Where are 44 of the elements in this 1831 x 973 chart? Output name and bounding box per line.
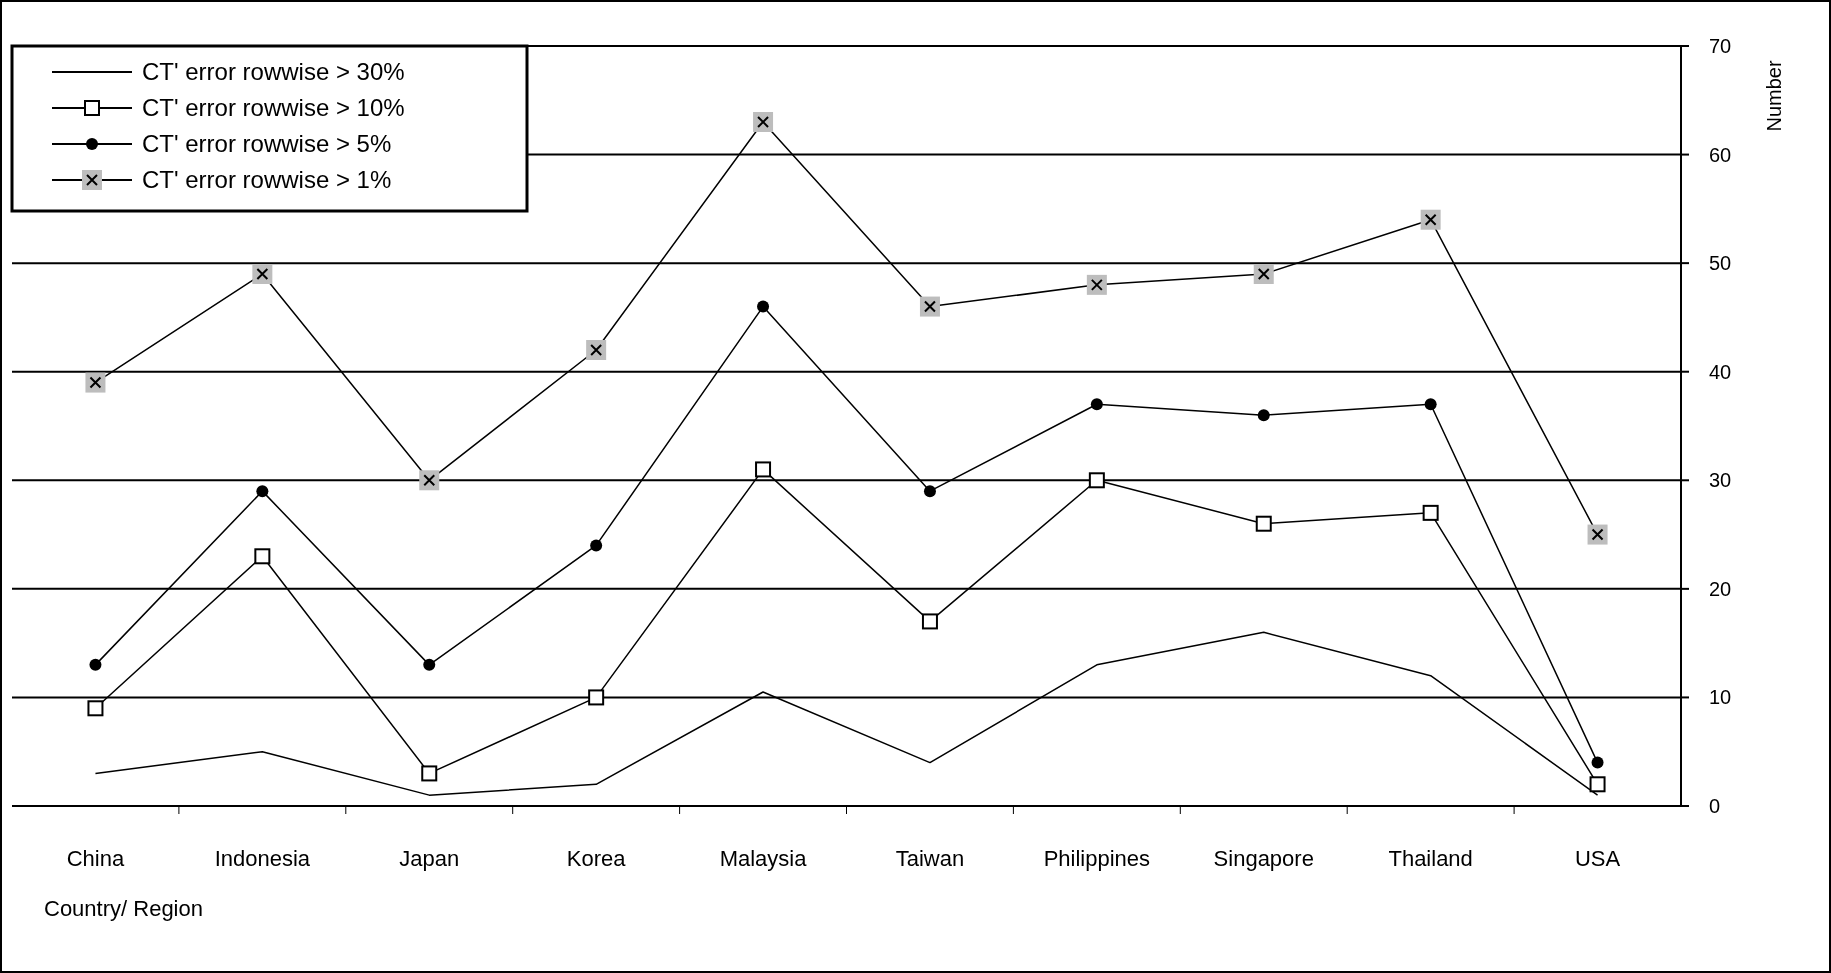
point xyxy=(923,485,936,498)
point xyxy=(1422,504,1439,521)
y-tick-label: 30 xyxy=(1709,469,1732,492)
point xyxy=(1090,398,1103,411)
y-tick-label: 0 xyxy=(1709,795,1721,817)
x-tick-label: Philippines xyxy=(1043,846,1151,871)
point xyxy=(1589,776,1606,793)
point xyxy=(755,461,772,478)
legend-label: CT' error rowwise > 30% xyxy=(142,58,405,86)
y-tick-label: 40 xyxy=(1709,360,1732,383)
point xyxy=(254,548,271,565)
y-tick-label: 10 xyxy=(1709,686,1732,709)
x-tick-label: USA xyxy=(1574,846,1621,871)
x-tick-label: Thailand xyxy=(1388,846,1473,871)
point xyxy=(1088,472,1105,489)
point xyxy=(87,700,104,717)
x-tick-label: China xyxy=(66,846,125,871)
point xyxy=(588,689,605,706)
point xyxy=(921,613,938,630)
x-tick-label: Malaysia xyxy=(719,846,808,871)
x-tick-label: Indonesia xyxy=(214,846,311,871)
point xyxy=(1424,398,1437,411)
point xyxy=(421,765,438,782)
point xyxy=(256,485,269,498)
point xyxy=(757,300,770,313)
point xyxy=(1255,515,1272,532)
point xyxy=(590,539,603,552)
x-tick-label: Japan xyxy=(399,846,460,871)
point xyxy=(1257,409,1270,422)
x-tick-label: Singapore xyxy=(1213,846,1314,871)
x-axis-title: Country/ Region xyxy=(44,896,203,921)
y-tick-label: 50 xyxy=(1709,252,1732,275)
y-tick-label: 60 xyxy=(1709,143,1732,166)
point xyxy=(1591,756,1604,769)
legend-label: CT' error rowwise > 10% xyxy=(142,94,405,122)
legend-label: CT' error rowwise > 1% xyxy=(142,166,392,194)
point xyxy=(89,658,102,671)
x-tick-label: Taiwan xyxy=(895,846,965,871)
legend-label: CT' error rowwise > 5% xyxy=(142,130,392,158)
y-tick-label: 20 xyxy=(1709,577,1732,600)
y-tick-label: 70 xyxy=(1709,35,1732,57)
point xyxy=(423,658,436,671)
x-tick-label: Korea xyxy=(566,846,627,871)
y-axis-title: Number xyxy=(1763,60,1785,132)
